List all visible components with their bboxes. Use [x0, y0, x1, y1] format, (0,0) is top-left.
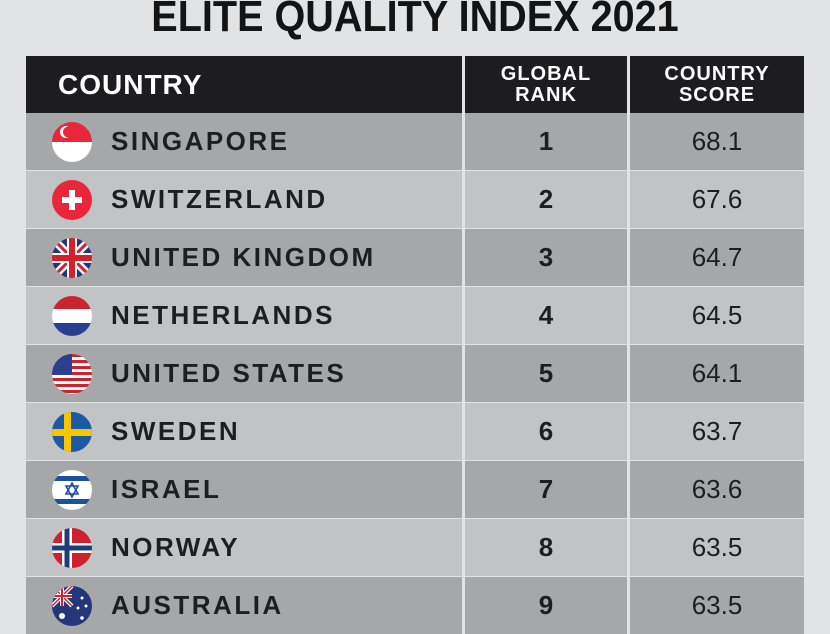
netherlands-flag-icon [52, 295, 92, 336]
usa-flag-icon [52, 353, 92, 394]
country-name: AUSTRALIA [111, 590, 284, 621]
israel-flag-icon [52, 469, 92, 510]
rank-cell: 8 [465, 518, 627, 577]
table-row: SINGAPORE 1 68.1 [26, 113, 804, 171]
country-name: UNITED KINGDOM [111, 242, 376, 273]
rank-cell: 9 [465, 576, 627, 634]
country-name: ISRAEL [111, 474, 222, 505]
rank-cell: 5 [465, 344, 627, 403]
table-row: NETHERLANDS 4 64.5 [26, 286, 804, 345]
score-cell: 63.6 [630, 460, 804, 519]
score-cell: 63.5 [630, 576, 804, 634]
table-row: UNITED KINGDOM 3 64.7 [26, 228, 804, 287]
score-cell: 67.6 [630, 170, 804, 229]
country-name: SWEDEN [111, 416, 241, 447]
rank-cell: 7 [465, 460, 627, 519]
country-cell: SWEDEN [26, 402, 462, 461]
table-row: AUSTRALIA 9 63.5 [26, 576, 804, 634]
header-rank: GLOBAL RANK [465, 56, 627, 113]
table-header: COUNTRY GLOBAL RANK COUNTRY SCORE [26, 56, 804, 113]
country-name: SINGAPORE [111, 126, 290, 157]
score-cell: 64.1 [630, 344, 804, 403]
table-row: SWEDEN 6 63.7 [26, 402, 804, 461]
header-country: COUNTRY [26, 56, 462, 113]
score-cell: 63.7 [630, 402, 804, 461]
header-score: COUNTRY SCORE [630, 56, 804, 113]
switzerland-flag-icon [52, 179, 92, 220]
table-row: UNITED STATES 5 64.1 [26, 344, 804, 403]
sweden-flag-icon [52, 411, 92, 452]
rank-cell: 4 [465, 286, 627, 345]
table-row: ISRAEL 7 63.6 [26, 460, 804, 519]
rank-cell: 6 [465, 402, 627, 461]
country-cell: UNITED STATES [26, 344, 462, 403]
uk-flag-icon [52, 237, 92, 278]
country-cell: ISRAEL [26, 460, 462, 519]
country-name: UNITED STATES [111, 358, 347, 389]
rank-cell: 1 [465, 113, 627, 171]
table-row: NORWAY 8 63.5 [26, 518, 804, 577]
page-title: ELITE QUALITY INDEX 2021 [151, 0, 679, 41]
table-row: SWITZERLAND 2 67.6 [26, 170, 804, 229]
score-cell: 64.7 [630, 228, 804, 287]
country-name: NORWAY [111, 532, 241, 563]
rank-cell: 2 [465, 170, 627, 229]
ranking-table: COUNTRY GLOBAL RANK COUNTRY SCORE SINGAPOR… [26, 56, 804, 634]
score-cell: 63.5 [630, 518, 804, 577]
country-cell: UNITED KINGDOM [26, 228, 462, 287]
country-cell: NORWAY [26, 518, 462, 577]
rank-cell: 3 [465, 228, 627, 287]
country-name: NETHERLANDS [111, 300, 335, 331]
country-cell: AUSTRALIA [26, 576, 462, 634]
country-cell: SWITZERLAND [26, 170, 462, 229]
country-cell: SINGAPORE [26, 113, 462, 171]
country-name: SWITZERLAND [111, 184, 328, 215]
norway-flag-icon [52, 527, 92, 568]
score-cell: 64.5 [630, 286, 804, 345]
singapore-flag-icon [52, 121, 92, 162]
australia-flag-icon [52, 585, 92, 626]
score-cell: 68.1 [630, 113, 804, 171]
country-cell: NETHERLANDS [26, 286, 462, 345]
